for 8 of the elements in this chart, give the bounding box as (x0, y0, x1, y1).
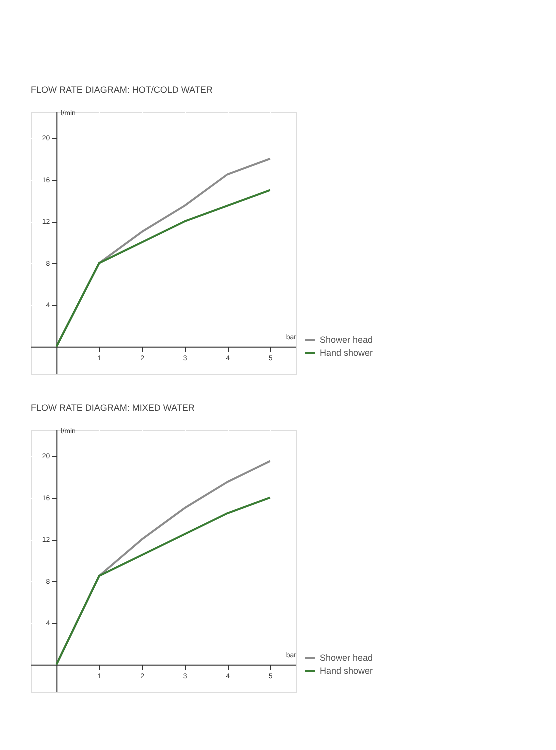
chart-title: FLOW RATE DIAGRAM: HOT/COLD WATER (31, 85, 214, 95)
legend-label: Hand shower (320, 666, 374, 676)
line-series (56, 496, 272, 666)
legend-label: Shower head (320, 335, 374, 345)
line-series (56, 189, 272, 348)
chart-title: FLOW RATE DIAGRAM: MIXED WATER (31, 403, 196, 413)
legend-label: Shower head (320, 653, 374, 663)
legend-label: Hand shower (320, 348, 374, 358)
